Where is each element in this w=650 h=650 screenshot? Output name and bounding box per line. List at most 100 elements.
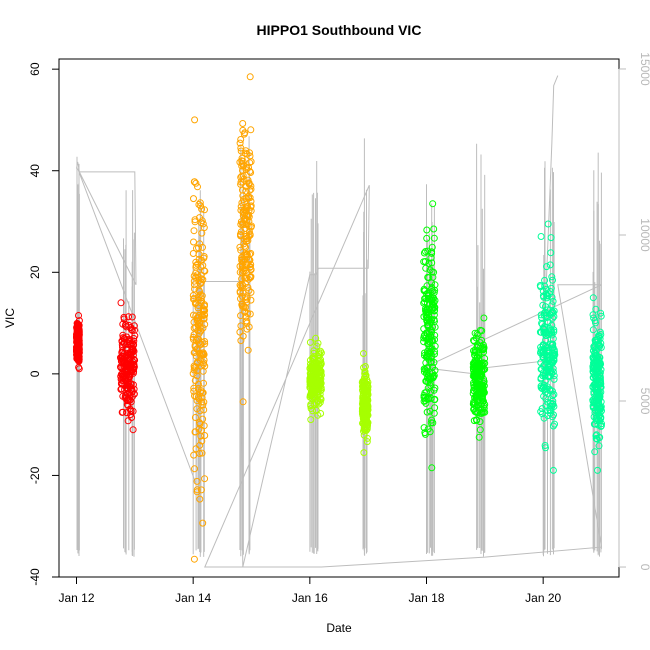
data-point: [75, 326, 83, 334]
data-point: [597, 309, 605, 317]
data-point: [428, 337, 436, 345]
data-point: [548, 387, 556, 395]
data-point: [193, 335, 201, 343]
data-point: [477, 401, 485, 409]
data-point: [597, 312, 605, 320]
data-point: [237, 147, 245, 155]
data-point: [538, 410, 546, 418]
data-point: [593, 431, 600, 439]
data-point: [237, 337, 245, 345]
data-point: [549, 400, 557, 408]
data-point: [423, 290, 431, 298]
data-point: [424, 339, 432, 347]
data-point: [421, 397, 429, 404]
data-point: [431, 384, 439, 392]
data-point: [196, 495, 204, 503]
data-point: [237, 203, 245, 211]
data-point: [550, 313, 558, 320]
data-point: [362, 427, 370, 434]
data-point: [428, 259, 436, 267]
data-point: [423, 282, 431, 290]
data-point: [314, 384, 322, 392]
data-point: [197, 352, 205, 360]
data-point: [429, 200, 437, 208]
data-point: [245, 222, 253, 230]
data-point: [426, 266, 434, 274]
data-point: [194, 322, 202, 330]
data-point: [246, 73, 254, 81]
data-point: [117, 299, 125, 307]
data-point: [121, 394, 129, 402]
data-point: [420, 424, 428, 432]
data-point: [472, 362, 480, 370]
data-point: [316, 375, 324, 383]
x-tick-label: Jan 16: [292, 591, 328, 605]
data-point: [423, 329, 431, 337]
data-point: [537, 408, 545, 416]
data-point: [192, 352, 200, 360]
data-point: [198, 437, 206, 445]
data-point: [311, 384, 319, 392]
data-point: [243, 319, 251, 327]
data-point: [591, 448, 599, 456]
data-point: [244, 176, 252, 184]
data-point: [194, 317, 202, 325]
data-point: [549, 297, 557, 305]
data-point: [429, 369, 437, 377]
data-point: [120, 334, 128, 342]
data-point: [359, 392, 367, 400]
data-point: [191, 428, 199, 436]
data-point: [193, 244, 200, 252]
data-point: [192, 299, 200, 306]
data-point: [197, 299, 205, 307]
data-point: [190, 331, 198, 339]
data-point: [197, 280, 205, 288]
y-axis-title: VIC: [3, 308, 17, 328]
data-point: [363, 438, 371, 446]
data-point: [129, 426, 137, 434]
data-point: [119, 334, 127, 342]
data-point: [473, 416, 480, 424]
data-point: [426, 407, 434, 415]
data-point: [547, 234, 555, 242]
data-point: [191, 216, 199, 224]
data-point: [477, 380, 485, 388]
data-point: [200, 379, 207, 387]
data-point: [125, 373, 133, 380]
y-tick-label: 0: [28, 370, 42, 377]
data-point: [544, 367, 552, 375]
data-point: [589, 362, 597, 370]
data-point: [123, 371, 131, 379]
data-point: [307, 416, 315, 424]
data-point: [537, 382, 545, 390]
data-point: [597, 344, 605, 351]
data-point: [200, 398, 208, 406]
data-point: [596, 383, 604, 391]
y-tick-label: 60: [28, 62, 42, 76]
data-point: [242, 252, 250, 260]
data-point: [243, 251, 251, 258]
data-point: [426, 348, 434, 356]
data-point: [589, 326, 597, 334]
data-point: [201, 267, 209, 275]
data-point: [473, 409, 481, 417]
data-point: [238, 260, 246, 268]
data-point: [547, 367, 555, 375]
data-point: [540, 293, 548, 301]
data-point: [542, 395, 550, 403]
data-point: [194, 260, 202, 268]
data-point: [238, 284, 246, 292]
data-point: [480, 345, 488, 353]
data-point: [362, 371, 370, 379]
data-point: [427, 374, 435, 381]
data-point: [75, 312, 82, 319]
data-point: [246, 149, 253, 157]
data-point: [544, 292, 552, 300]
data-point: [198, 229, 206, 237]
data-point: [481, 355, 489, 362]
data-point: [363, 376, 371, 384]
data-point: [589, 404, 597, 412]
data-point: [420, 397, 428, 405]
data-point: [194, 359, 202, 367]
